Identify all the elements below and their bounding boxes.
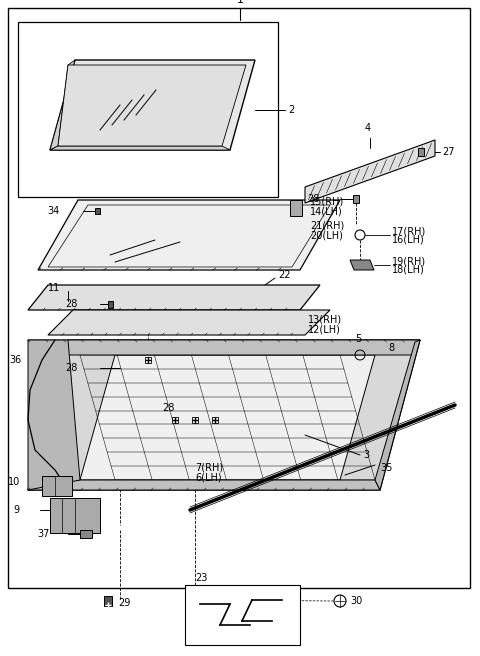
Text: 21(RH): 21(RH): [310, 221, 344, 231]
Text: 27: 27: [442, 147, 455, 157]
Text: 35: 35: [380, 463, 392, 473]
Bar: [50, 498, 100, 533]
Text: 12(LH): 12(LH): [308, 324, 341, 334]
Text: 9: 9: [14, 505, 20, 515]
Polygon shape: [50, 60, 255, 150]
Text: 29: 29: [118, 598, 131, 608]
Text: 14(LH): 14(LH): [310, 206, 343, 216]
Text: 28: 28: [308, 194, 320, 204]
Text: 3: 3: [363, 450, 369, 460]
Polygon shape: [375, 340, 420, 490]
Text: 28: 28: [66, 363, 78, 373]
Text: 20(LH): 20(LH): [310, 230, 343, 240]
Text: 4: 4: [365, 123, 371, 133]
Bar: [290, 200, 302, 216]
Polygon shape: [50, 60, 75, 150]
Text: 8: 8: [388, 343, 394, 353]
Text: 11: 11: [48, 283, 60, 293]
Text: 34: 34: [48, 206, 60, 216]
Text: 36: 36: [10, 355, 22, 365]
Bar: [185, 585, 300, 645]
Text: 7(RH): 7(RH): [195, 463, 223, 473]
Text: 28: 28: [66, 299, 78, 309]
Text: 6(LH): 6(LH): [195, 472, 222, 482]
Polygon shape: [48, 310, 330, 335]
Bar: [18, 22, 278, 197]
Text: 15(RH): 15(RH): [310, 197, 344, 207]
Text: 1: 1: [237, 0, 243, 5]
Polygon shape: [28, 480, 380, 490]
Polygon shape: [28, 340, 80, 490]
Bar: [95, 208, 100, 214]
Text: 10: 10: [8, 477, 20, 487]
Polygon shape: [38, 200, 340, 270]
Bar: [418, 148, 424, 156]
Bar: [108, 301, 113, 308]
Bar: [212, 417, 218, 423]
Bar: [42, 476, 72, 496]
Text: 2: 2: [288, 105, 294, 115]
Bar: [172, 417, 178, 423]
Bar: [145, 357, 151, 363]
Polygon shape: [58, 65, 246, 146]
Polygon shape: [28, 285, 320, 310]
Polygon shape: [350, 260, 374, 270]
Bar: [104, 596, 112, 606]
Bar: [80, 530, 92, 538]
Text: 18(LH): 18(LH): [392, 265, 425, 275]
Polygon shape: [28, 340, 420, 355]
Text: 5: 5: [355, 334, 361, 344]
Text: 13(RH): 13(RH): [308, 315, 342, 325]
Bar: [8, 8, 470, 588]
Bar: [192, 417, 198, 423]
Bar: [353, 195, 359, 203]
Polygon shape: [80, 355, 375, 480]
Text: 17(RH): 17(RH): [392, 226, 426, 236]
Text: 23: 23: [195, 573, 207, 583]
Polygon shape: [28, 340, 420, 490]
Text: 16(LH): 16(LH): [392, 235, 425, 245]
Text: 30: 30: [350, 596, 362, 606]
Text: 37: 37: [37, 529, 50, 539]
Polygon shape: [50, 146, 230, 150]
Text: 22: 22: [278, 270, 290, 280]
Polygon shape: [305, 140, 435, 203]
Text: 28: 28: [163, 403, 175, 413]
Text: 19(RH): 19(RH): [392, 256, 426, 266]
